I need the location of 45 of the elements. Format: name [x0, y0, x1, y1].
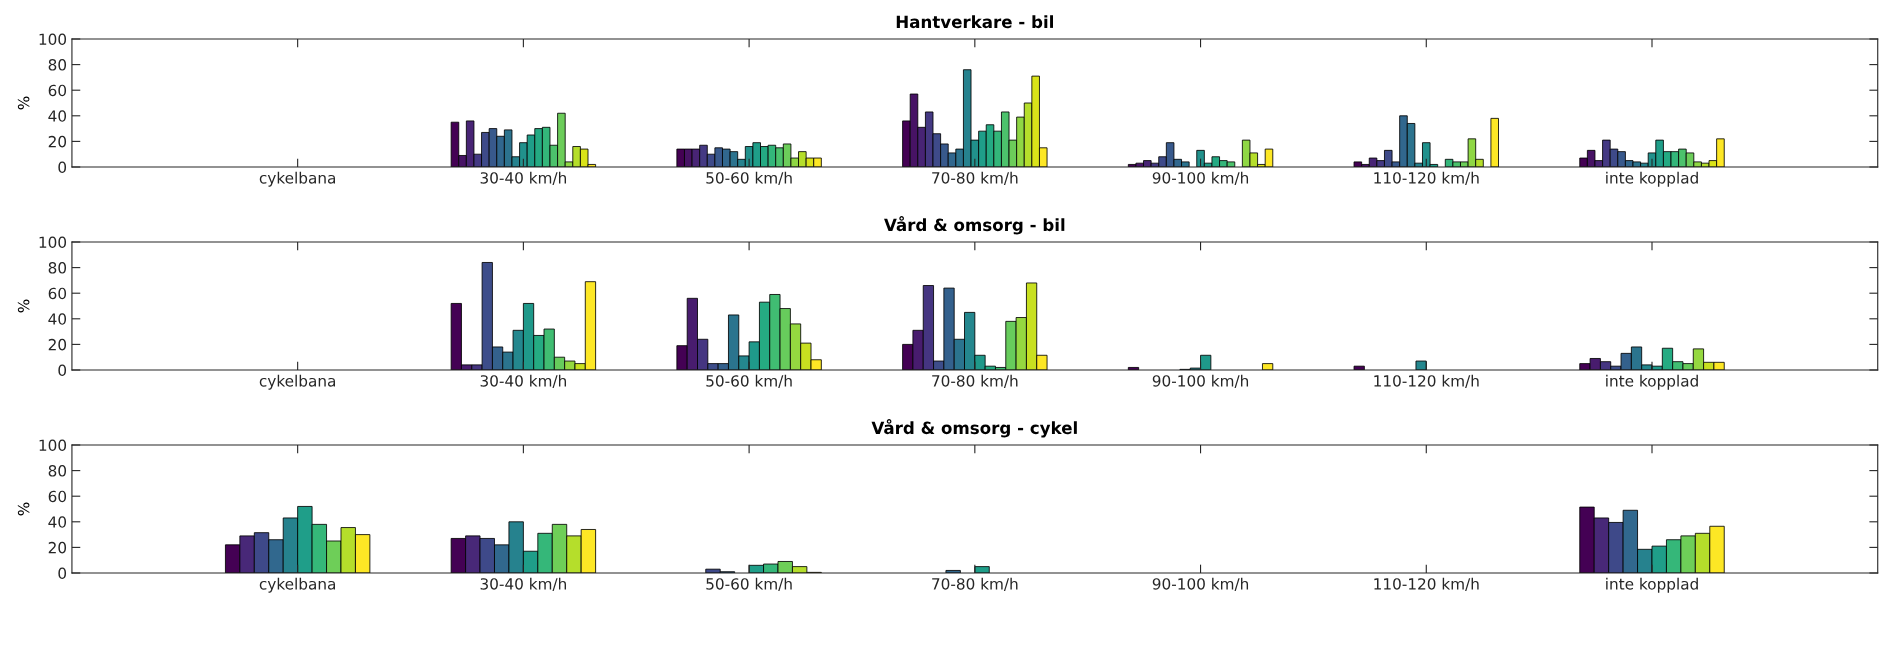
- x-tick-label: 110-120 km/h: [1374, 171, 1479, 185]
- y-tick-label: 100: [39, 33, 67, 46]
- y-tick-label: 60: [48, 490, 67, 503]
- y-axis-title: %: [17, 96, 30, 110]
- chart-title: Vård & omsorg - cykel: [871, 419, 1077, 438]
- x-tick-label: inte kopplad: [1606, 171, 1698, 187]
- y-tick-label: 60: [48, 84, 67, 97]
- y-tick-label: 20: [48, 135, 67, 148]
- y-tick-label: 40: [48, 313, 67, 325]
- x-tick-label: cykelbana: [259, 374, 336, 390]
- y-tick-label: 0: [58, 364, 67, 377]
- y-tick-label: 80: [48, 262, 67, 274]
- y-axis-title: %: [17, 299, 30, 313]
- x-tick-label: 70-80 km/h: [932, 577, 1018, 591]
- y-tick-label: 20: [48, 541, 67, 554]
- x-tick-label: 110-120 km/h: [1374, 374, 1479, 388]
- x-tick-label: 110-120 km/h: [1374, 577, 1479, 591]
- y-tick-label: 80: [48, 59, 67, 71]
- y-tick-label: 0: [58, 567, 67, 580]
- y-tick-label: 100: [39, 439, 67, 452]
- y-tick-label: 40: [48, 110, 67, 122]
- chart-title: Hantverkare - bil: [896, 15, 1053, 29]
- x-tick-label: inte kopplad: [1606, 374, 1698, 390]
- x-tick-label: 50-60 km/h: [706, 171, 792, 185]
- x-tick-label: 30-40 km/h: [480, 171, 566, 185]
- x-tick-label: 50-60 km/h: [706, 374, 792, 388]
- x-tick-label: cykelbana: [259, 577, 336, 593]
- x-tick-label: 50-60 km/h: [706, 577, 792, 591]
- x-tick-label: 30-40 km/h: [480, 577, 566, 591]
- y-tick-label: 40: [48, 516, 67, 528]
- x-tick-label: 70-80 km/h: [932, 171, 1018, 185]
- y-tick-label: 20: [48, 338, 67, 351]
- x-tick-label: 90-100 km/h: [1152, 171, 1249, 185]
- y-axis-title: %: [17, 502, 30, 516]
- x-tick-label: 30-40 km/h: [480, 374, 566, 388]
- x-tick-label: 90-100 km/h: [1152, 577, 1249, 591]
- y-tick-label: 0: [58, 161, 67, 174]
- y-tick-label: 100: [39, 236, 67, 249]
- x-tick-label: 70-80 km/h: [932, 374, 1018, 388]
- x-tick-label: cykelbana: [259, 171, 336, 187]
- chart-title: Vård & omsorg - bil: [884, 216, 1065, 235]
- y-tick-label: 60: [48, 287, 67, 300]
- x-tick-label: 90-100 km/h: [1152, 374, 1249, 388]
- y-tick-label: 80: [48, 465, 67, 477]
- x-tick-label: inte kopplad: [1606, 577, 1698, 593]
